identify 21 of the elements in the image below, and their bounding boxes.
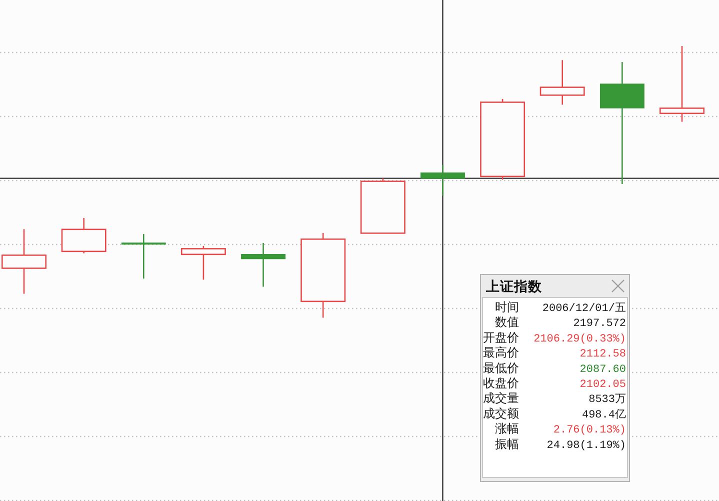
text: 2087.60 — [580, 364, 626, 376]
text: 2197.572 — [573, 318, 626, 330]
text: 24.98(1.19%) — [546, 440, 626, 452]
annotation: 时间 — [495, 300, 519, 314]
text: 成交量 — [483, 391, 519, 406]
text: 2106.29(0.33%) — [534, 333, 626, 346]
text: 收盘价 — [483, 376, 519, 390]
text: 2.76(0.13%) — [553, 424, 626, 437]
annotation: 2006/12/01/五 — [542, 302, 626, 315]
text: 8533万 — [588, 394, 626, 406]
text: 成交额 — [483, 406, 519, 420]
text: 2102.05 — [580, 379, 626, 391]
text: 最高价 — [483, 346, 519, 360]
text: 最低价 — [483, 360, 519, 375]
text: 498.4亿 — [582, 409, 626, 422]
annotation: 上证指数 — [485, 279, 543, 294]
text: 振幅 — [495, 436, 519, 451]
annotation: 数值 — [495, 315, 519, 330]
text: 涨幅 — [495, 422, 519, 436]
text: 2112.58 — [580, 348, 626, 361]
text: 开盘价 — [483, 330, 519, 344]
